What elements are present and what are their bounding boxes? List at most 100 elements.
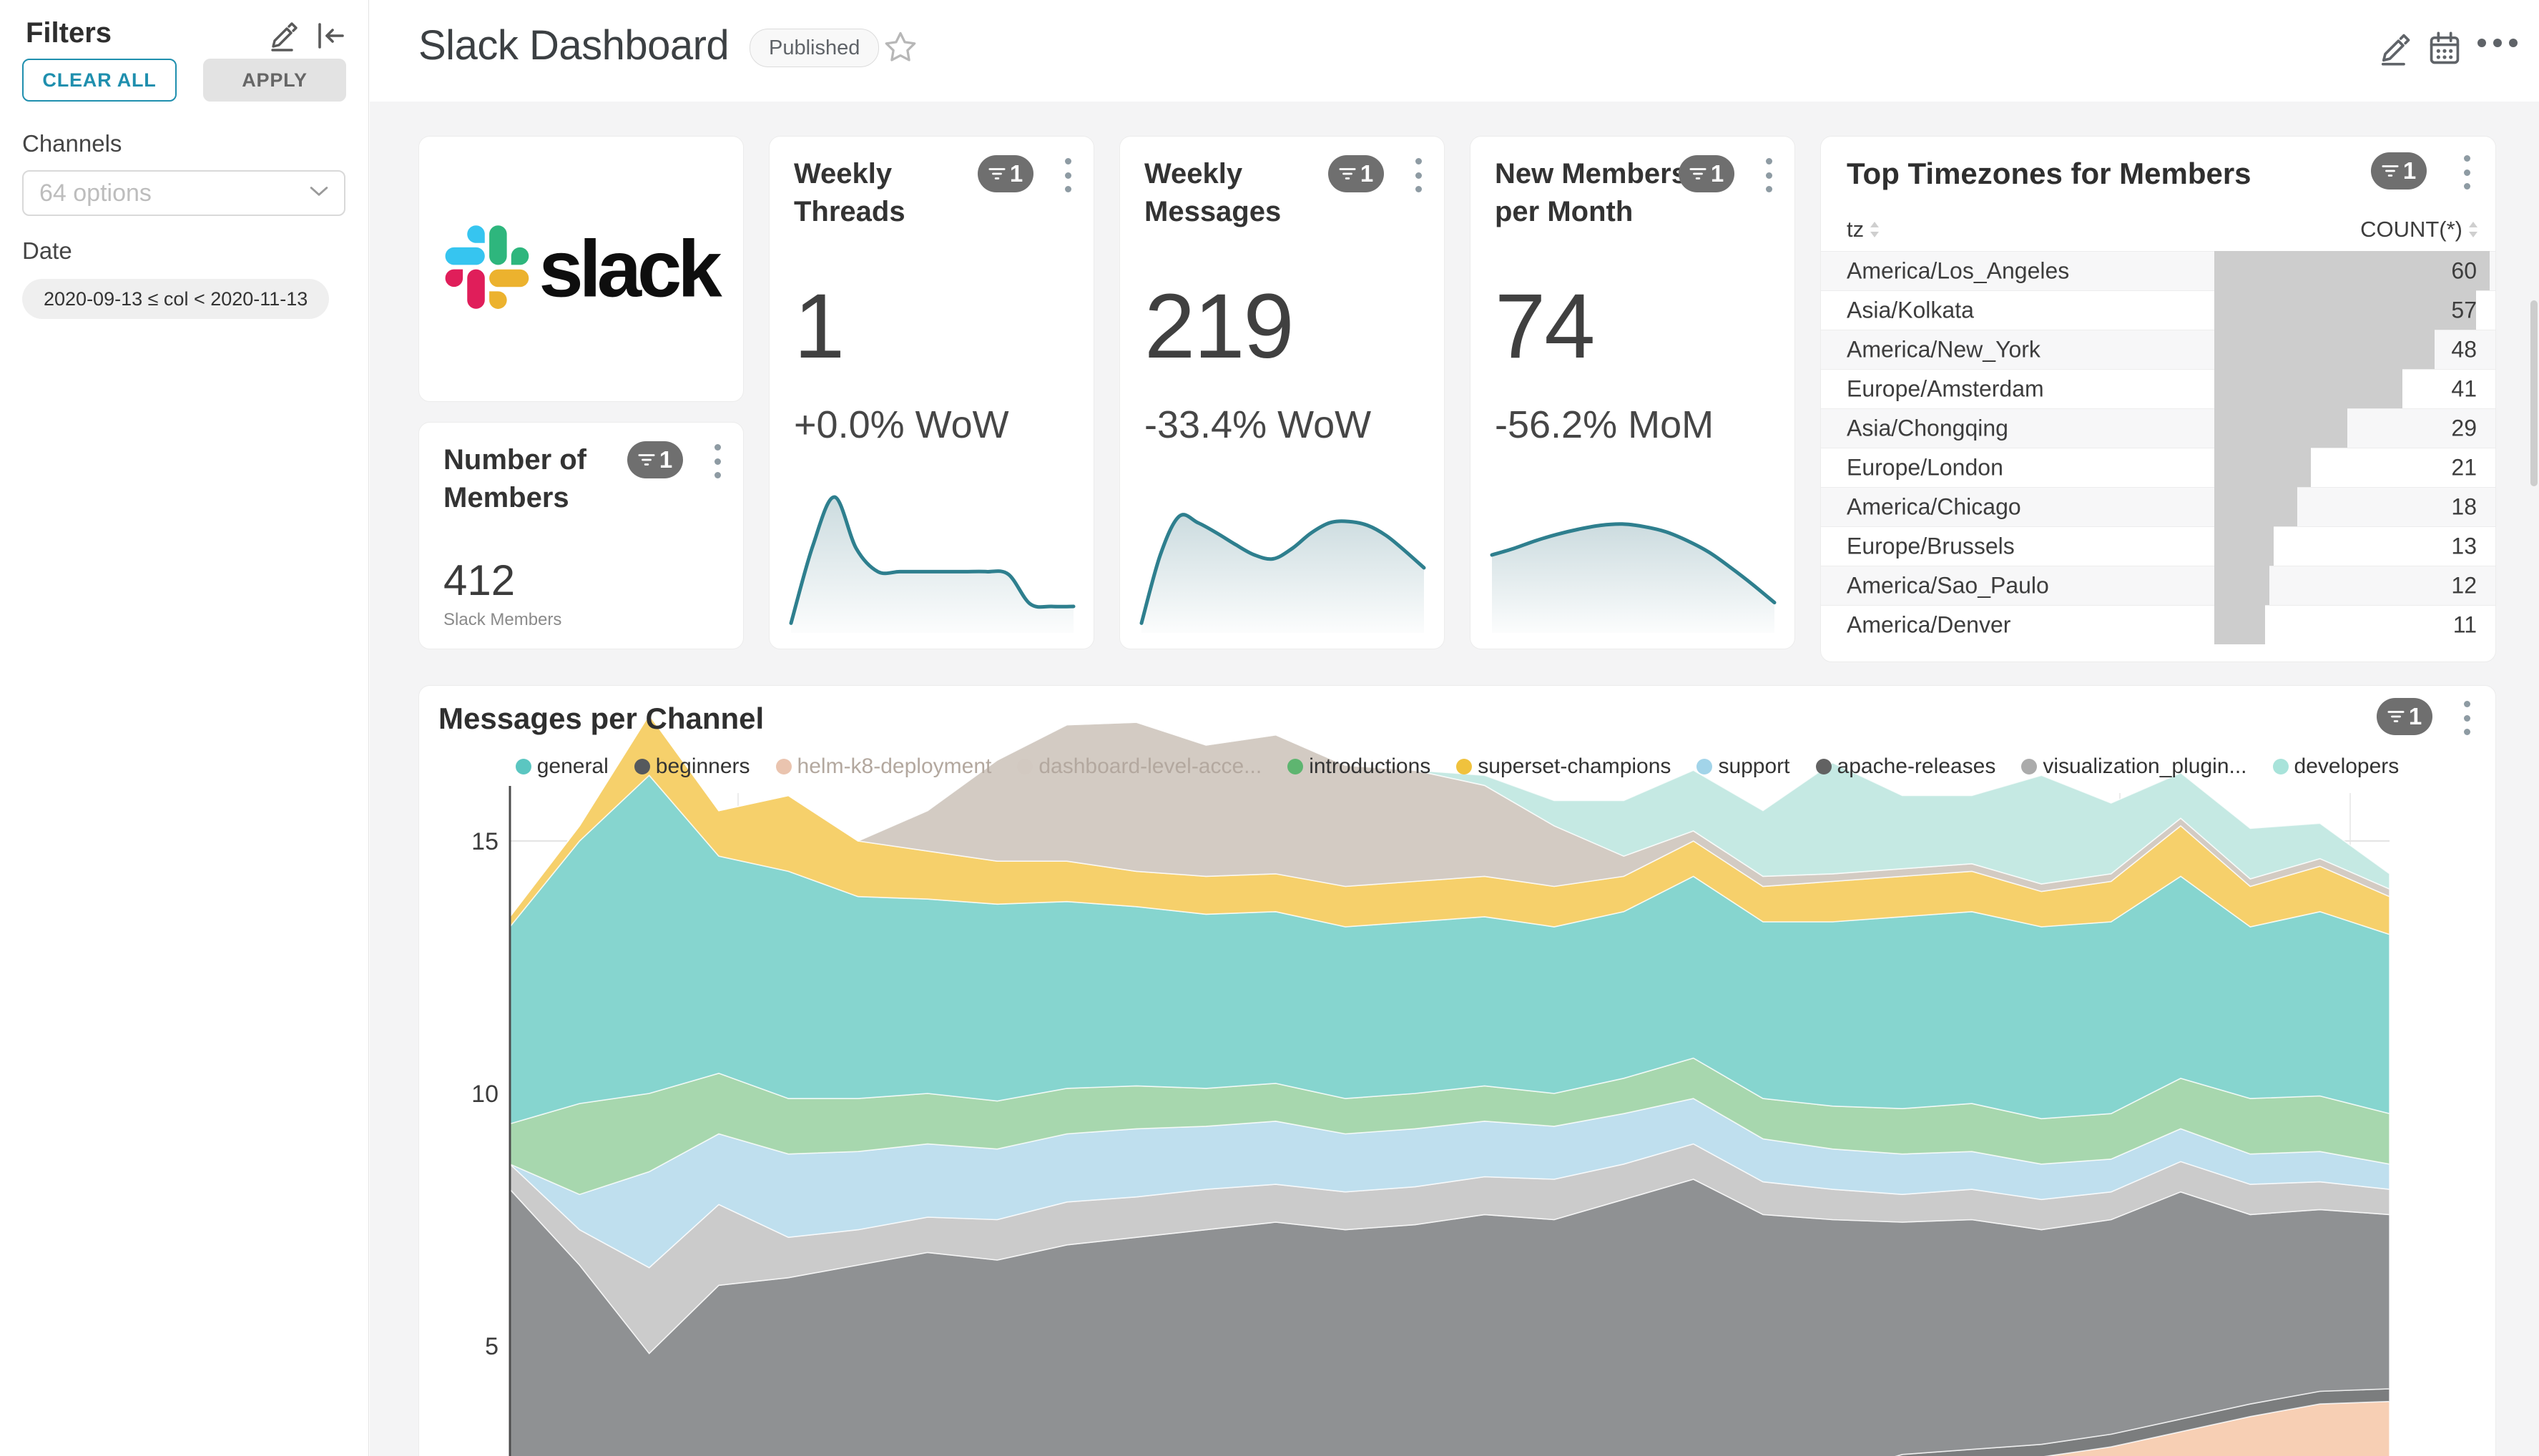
timezone-cell: America/Chicago [1847,493,2021,519]
legend-label: introductions [1309,754,1431,778]
legend-dot [2021,759,2038,774]
clear-all-button[interactable]: CLEAR ALL [22,59,177,102]
card-menu-icon[interactable] [2462,155,2471,190]
channels-select[interactable]: 64 options [22,170,345,216]
row-divider [1821,408,2495,409]
edit-filters-icon[interactable] [266,19,300,53]
table-row[interactable]: America/Denver 11 [1821,605,2495,644]
table-row[interactable]: Europe/London 21 [1821,448,2495,487]
table-row[interactable]: America/Sao_Paulo 12 [1821,566,2495,605]
count-cell: 57 [2451,297,2477,323]
channels-select-placeholder: 64 options [39,179,152,207]
count-bar [2214,487,2297,526]
legend-item[interactable]: introductions [1287,754,1430,779]
table-row[interactable]: America/Chicago 18 [1821,487,2495,526]
timezone-cell: Asia/Chongqing [1847,415,2008,441]
scrollbar-thumb[interactable] [2530,300,2538,486]
page-title: Slack Dashboard [418,22,730,69]
apply-button[interactable]: APPLY [203,59,346,102]
legend-item[interactable]: visualization_plugin... [2021,754,2247,779]
table-row[interactable]: Europe/Brussels 13 [1821,526,2495,566]
status-badge[interactable]: Published [750,29,880,67]
count-bar [2214,290,2476,330]
card-menu-icon[interactable] [1064,158,1072,192]
table-row[interactable]: America/Los_Angeles 60 [1821,251,2495,290]
date-filter-chip[interactable]: 2020-09-13 ≤ col < 2020-11-13 [22,279,330,319]
card-title: Weekly Threads [794,158,905,227]
weekly-messages-sparkline [1139,513,1426,633]
legend-item[interactable]: dashboard-level-acce... [1017,754,1262,779]
legend-dot [1287,759,1304,774]
column-header-tz[interactable]: tz [1847,217,1880,242]
legend-label: visualization_plugin... [2043,754,2247,778]
legend-item[interactable]: general [515,754,609,779]
card-menu-icon[interactable] [2462,701,2471,735]
collapse-sidebar-icon[interactable] [313,19,348,53]
legend-label: helm-k8-deployment [797,754,992,778]
table-row[interactable]: Asia/Kolkata 57 [1821,290,2495,330]
count-cell: 60 [2451,257,2477,283]
svg-text:15: 15 [471,828,499,855]
new-members-per-month-card: New Members per Month 1 74 -56.2% MoM [1470,136,1795,649]
timezone-cell: America/Sao_Paulo [1847,572,2049,598]
table-row[interactable]: America/New_York 48 [1821,330,2495,369]
sort-icon [2469,222,2477,237]
sort-icon [1870,222,1880,237]
timezone-cell: Europe/Amsterdam [1847,375,2044,401]
filter-count-badge[interactable]: 1 [1328,155,1384,192]
row-divider [1821,605,2495,606]
legend-item[interactable]: developers [2272,754,2400,779]
count-cell: 12 [2451,572,2477,598]
count-bar [2214,566,2269,605]
legend-dot [1456,759,1473,774]
top-timezones-card: Top Timezones for Members 1 tz COUNT(*) … [1820,136,2496,662]
legend-label: developers [2294,754,2400,778]
count-cell: 13 [2451,533,2477,559]
svg-text:10: 10 [471,1081,499,1108]
legend-item[interactable]: superset-champions [1456,754,1671,779]
filter-count-badge[interactable]: 1 [2377,698,2432,735]
filter-count-badge[interactable]: 1 [978,155,1033,192]
legend-label: apache-releases [1837,754,1996,778]
count-cell: 11 [2452,611,2477,637]
filter-count-badge[interactable]: 1 [1679,155,1734,192]
filter-count-badge[interactable]: 1 [627,441,683,478]
new-members-value: 74 [1495,275,1595,378]
date-filter-label: Date [22,237,72,264]
more-menu-icon[interactable] [2476,37,2518,74]
card-menu-icon[interactable] [1414,158,1423,192]
timezone-cell: America/Los_Angeles [1847,257,2070,283]
legend-item[interactable]: helm-k8-deployment [775,754,992,779]
table-row[interactable]: Asia/Chongqing 29 [1821,408,2495,448]
edit-dashboard-icon[interactable] [2376,30,2413,67]
members-count-value: 412 [443,556,516,604]
card-menu-icon[interactable] [713,444,722,478]
number-of-members-card: Number of Members 1 412 Slack Members [418,422,744,649]
card-title: Top Timezones for Members [1847,157,2251,190]
slack-logo-card: slack [418,136,744,402]
count-cell: 48 [2451,336,2477,362]
count-bar [2214,605,2265,644]
filter-count-badge[interactable]: 1 [2371,152,2427,190]
favorite-star-icon[interactable] [882,29,919,66]
chart-legend: general beginners helm-k8-deployment dashbo… [419,754,2495,779]
column-header-count[interactable]: COUNT(*) [2360,217,2478,242]
svg-text:5: 5 [485,1333,499,1360]
legend-dot [1696,759,1713,774]
calendar-icon[interactable] [2426,30,2463,67]
legend-label: general [536,754,609,778]
legend-item[interactable]: support [1696,754,1790,779]
legend-label: beginners [655,754,750,778]
channels-filter-label: Channels [22,130,122,157]
timezone-cell: Europe/London [1847,454,2003,480]
count-bar [2214,408,2347,448]
legend-item[interactable]: beginners [634,754,750,779]
legend-dot [515,759,531,774]
card-menu-icon[interactable] [1764,158,1773,192]
legend-label: support [1718,754,1790,778]
table-row[interactable]: Europe/Amsterdam 41 [1821,369,2495,408]
timezone-cell: America/Denver [1847,611,2011,637]
legend-item[interactable]: apache-releases [1815,754,1996,779]
count-cell: 41 [2451,375,2477,401]
